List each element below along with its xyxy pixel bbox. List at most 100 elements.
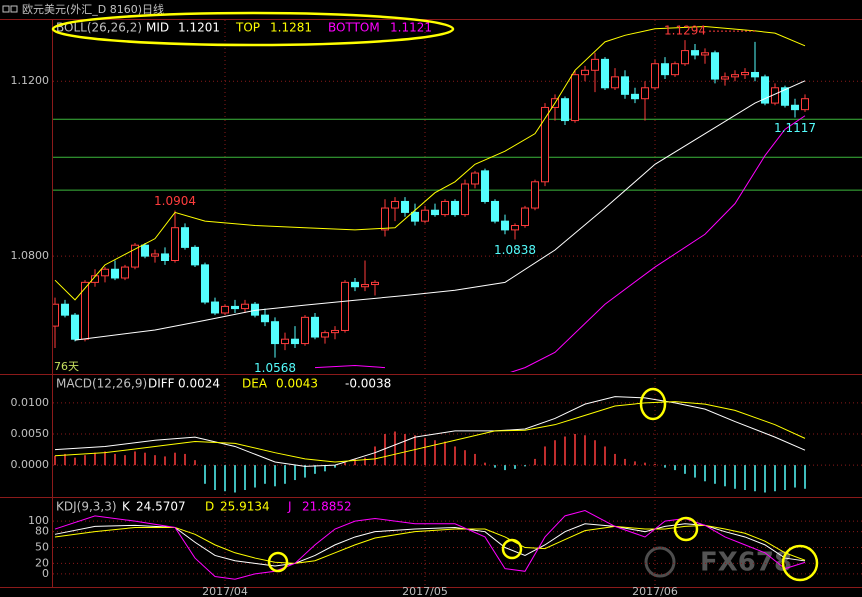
- candle-body: [641, 87, 649, 100]
- candle-body: [741, 71, 749, 76]
- readout-value: 1.1201: [178, 21, 220, 35]
- extreme-label: 1.1294: [664, 24, 706, 38]
- indicator-line: [54, 524, 806, 564]
- readout-value: 0.0043: [276, 377, 318, 391]
- candle-body: [561, 98, 569, 122]
- candle-body: [141, 244, 149, 257]
- candle-body: [631, 93, 639, 100]
- candle-body: [481, 170, 489, 202]
- days-label: 76天: [54, 360, 79, 373]
- candle-body: [491, 200, 499, 222]
- candle-body: [221, 305, 229, 314]
- candle-body: [801, 98, 809, 111]
- candle-body: [731, 74, 739, 78]
- candle-body: [681, 50, 689, 65]
- highlight-ellipse: [639, 387, 667, 421]
- candle-body: [671, 63, 679, 76]
- panel-candlestick: [53, 26, 862, 372]
- candle-body: [161, 253, 169, 261]
- candle-body: [421, 209, 429, 222]
- candle-body: [621, 76, 629, 95]
- candle-body: [651, 63, 659, 89]
- y-tick-label: 0: [42, 567, 49, 580]
- indicator-name: BOLL(26,26,2): [56, 21, 142, 35]
- x-tick-label: 2017/06: [632, 585, 678, 597]
- candle-body: [271, 321, 279, 345]
- x-tick-label: 2017/05: [402, 585, 448, 597]
- watermark: FX678: [700, 548, 792, 578]
- highlight-circle: [781, 544, 819, 582]
- indicator-name: MACD(12,26,9): [56, 377, 147, 391]
- candle-body: [571, 74, 579, 122]
- candle-body: [461, 183, 469, 216]
- readout-value: -0.0038: [345, 377, 391, 391]
- readout-value: 21.8852: [302, 500, 352, 514]
- readout-value: 0.0024: [178, 377, 220, 391]
- candle-body: [411, 211, 419, 222]
- candle-body: [581, 69, 589, 76]
- candle-body: [501, 220, 509, 231]
- candle-body: [131, 244, 139, 268]
- y-tick-label: 0.0100: [11, 396, 50, 409]
- readout-name: BOTTOM: [328, 21, 380, 35]
- candle-body: [761, 76, 769, 104]
- candle-body: [151, 253, 159, 257]
- window-icon: [10, 5, 18, 13]
- readout-value: 24.5707: [136, 500, 186, 514]
- panel-kdj: [53, 510, 862, 580]
- candle-body: [361, 284, 369, 288]
- candle-body: [591, 58, 599, 71]
- indicator-line: [54, 401, 806, 463]
- y-tick-label: 100: [28, 514, 49, 527]
- candle-body: [471, 172, 479, 185]
- candle-body: [431, 209, 439, 216]
- candle-body: [181, 227, 189, 248]
- y-tick-label: 0.0050: [11, 427, 50, 440]
- candle-body: [191, 246, 199, 266]
- readout-name: DIFF: [148, 377, 175, 391]
- highlight-circle: [501, 538, 523, 560]
- readout-name: TOP: [235, 21, 260, 35]
- candle-body: [53, 303, 59, 327]
- highlights: [51, 11, 819, 582]
- candle-body: [781, 87, 789, 106]
- highlight-circle: [673, 516, 699, 542]
- readout-name: DEA: [242, 377, 268, 391]
- x-tick-label: 2017/04: [202, 585, 248, 597]
- candle-body: [531, 181, 539, 209]
- candle-body: [541, 106, 549, 183]
- extreme-label: 1.0568: [254, 361, 296, 375]
- indicator-line: [54, 510, 806, 580]
- candle-body: [711, 52, 719, 80]
- candle-body: [111, 268, 119, 279]
- candle-body: [121, 266, 129, 279]
- y-tick-label: 1.1200: [11, 74, 50, 87]
- candle-body: [291, 338, 299, 345]
- candle-body: [701, 52, 709, 56]
- candle-body: [301, 316, 309, 345]
- candle-body: [261, 314, 269, 323]
- candle-body: [441, 200, 449, 216]
- candle-body: [451, 200, 459, 216]
- candle-body: [511, 225, 519, 231]
- candle-body: [611, 76, 619, 89]
- readout-value: 1.1281: [270, 21, 312, 35]
- y-tick-label: 50: [35, 541, 49, 554]
- candle-body: [241, 303, 249, 310]
- y-tick-label: 80: [35, 525, 49, 538]
- y-tick-label: 20: [35, 556, 49, 569]
- candle-body: [101, 268, 109, 277]
- candle-body: [721, 76, 729, 80]
- watermark-logo: [644, 546, 676, 578]
- candle-body: [171, 227, 179, 261]
- readout-value: 25.9134: [220, 500, 270, 514]
- candle-body: [321, 332, 329, 338]
- readout-value: 1.1121: [390, 21, 432, 35]
- candle-body: [371, 281, 379, 286]
- candle-body: [211, 301, 219, 314]
- candle-body: [231, 305, 239, 310]
- frame: [0, 19, 862, 588]
- panel-macd: [53, 396, 862, 493]
- readout-name: MID: [146, 21, 169, 35]
